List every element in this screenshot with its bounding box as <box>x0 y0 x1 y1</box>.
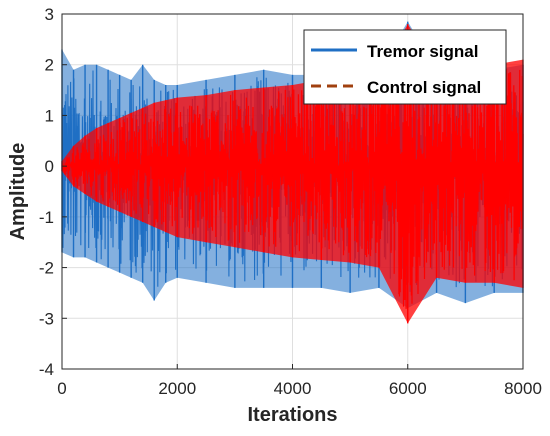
legend-label-control: Control signal <box>367 78 481 97</box>
x-tick-label: 2000 <box>158 379 196 398</box>
x-tick-label: 6000 <box>389 379 427 398</box>
y-tick-label: 2 <box>45 56 54 75</box>
legend-label-tremor: Tremor signal <box>367 42 478 61</box>
x-tick-label: 8000 <box>504 379 542 398</box>
y-tick-label: 3 <box>45 5 54 24</box>
y-tick-label: -4 <box>39 360 54 379</box>
x-axis-label: Iterations <box>247 404 337 426</box>
legend: Tremor signal Control signal <box>303 29 507 105</box>
y-tick-label: 1 <box>45 106 54 125</box>
y-tick-label: -2 <box>39 259 54 278</box>
x-tick-label: 4000 <box>274 379 312 398</box>
legend-box <box>303 29 507 105</box>
y-tick-label: -3 <box>39 309 54 328</box>
x-tick-label: 0 <box>57 379 66 398</box>
axis-ticks: 0 2000 4000 6000 8000 -4 -3 -2 -1 0 1 2 3 <box>39 5 542 398</box>
y-tick-label: 0 <box>45 157 54 176</box>
y-tick-label: -1 <box>39 208 54 227</box>
y-axis-label: Amplitude <box>7 143 29 241</box>
